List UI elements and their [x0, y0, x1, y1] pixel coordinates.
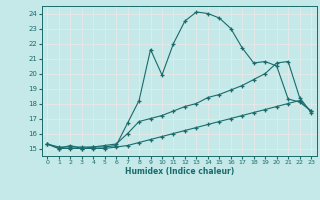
X-axis label: Humidex (Indice chaleur): Humidex (Indice chaleur) — [124, 167, 234, 176]
